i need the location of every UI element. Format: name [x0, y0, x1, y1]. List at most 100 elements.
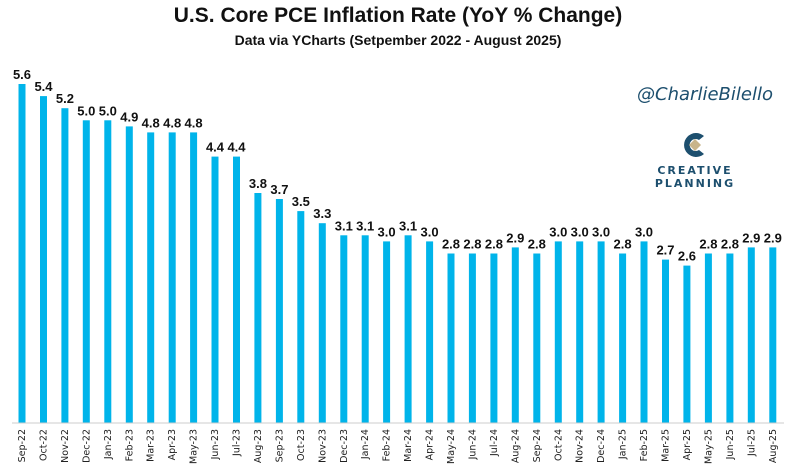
x-tick-label-Nov-24: Nov-24 — [575, 429, 586, 463]
value-label-Jul-23: 4.4 — [227, 140, 246, 155]
value-label-Dec-22: 5.0 — [77, 103, 95, 118]
x-tick-label-Oct-23: Oct-23 — [296, 429, 307, 461]
creative-planning-logo: CREATIVE PLANNING — [640, 130, 750, 190]
bar-Jun-25 — [726, 253, 734, 423]
logo-text-line1: CREATIVE — [657, 164, 733, 177]
bar-Jan-23 — [104, 120, 112, 424]
x-tick-label-Jan-25: Jan-25 — [618, 429, 629, 460]
x-tick-label-Jun-24: Jun-24 — [467, 429, 478, 460]
bar-Feb-25 — [640, 241, 648, 423]
chart-title: U.S. Core PCE Inflation Rate (YoY % Chan… — [173, 4, 623, 27]
value-label-Jul-24: 2.8 — [485, 237, 503, 252]
bar-Nov-24 — [576, 241, 584, 423]
bar-Nov-23 — [318, 223, 326, 423]
x-tick-labels-group: Sep-22 Oct-22 Nov-22 Dec-22 Jan-23 Feb-23 Mar-… — [17, 429, 779, 464]
x-tick-label-Dec-22: Dec-22 — [81, 429, 92, 463]
value-label-Aug-23: 3.8 — [249, 176, 267, 191]
bar-Jul-25 — [747, 247, 755, 423]
x-tick-label-Mar-25: Mar-25 — [661, 429, 672, 462]
bar-Dec-24 — [597, 241, 605, 423]
bar-Sep-22 — [18, 84, 26, 423]
bar-Nov-22 — [61, 108, 69, 423]
value-label-Sep-22: 5.6 — [13, 67, 31, 82]
x-tick-label-Nov-23: Nov-23 — [317, 429, 328, 463]
value-label-Jul-25: 2.9 — [742, 230, 760, 245]
x-tick-label-Oct-24: Oct-24 — [553, 429, 564, 461]
x-tick-label-Feb-23: Feb-23 — [124, 429, 135, 461]
value-labels-group: 5.65.45.25.0 5.0 4.9 4.8 4.8 4.84.4 4.43.8 3.73… — [13, 67, 782, 264]
bars-group — [18, 84, 777, 424]
value-label-Jun-25: 2.8 — [721, 237, 739, 252]
x-tick-label-Feb-24: Feb-24 — [382, 429, 393, 461]
x-tick-label-Jan-24: Jan-24 — [360, 429, 371, 460]
x-tick-label-Jul-23: Jul-23 — [232, 429, 243, 457]
value-label-May-24: 2.8 — [442, 237, 460, 252]
value-label-Dec-24: 3.0 — [592, 224, 610, 239]
x-tick-label-Apr-23: Apr-23 — [167, 429, 178, 460]
value-label-Nov-24: 3.0 — [571, 224, 589, 239]
x-tick-label-May-24: May-24 — [446, 429, 457, 464]
x-tick-label-Oct-22: Oct-22 — [38, 429, 49, 461]
bar-May-24 — [447, 253, 455, 423]
value-label-Feb-25: 3.0 — [635, 224, 653, 239]
twitter-handle: @CharlieBilello — [637, 84, 773, 105]
bar-Jul-23 — [233, 156, 240, 423]
x-tick-label-Sep-22: Sep-22 — [17, 429, 28, 462]
value-label-Mar-24: 3.1 — [399, 218, 417, 233]
bar-Jun-23 — [211, 156, 219, 423]
bar-Mar-24 — [404, 235, 412, 423]
x-tick-label-Jul-25: Jul-25 — [746, 429, 757, 457]
x-tick-label-Sep-23: Sep-23 — [274, 429, 285, 462]
value-label-Oct-22: 5.4 — [34, 79, 53, 94]
bar-Jan-25 — [619, 253, 627, 423]
x-tick-label-Feb-25: Feb-25 — [639, 429, 650, 461]
value-label-Apr-23: 4.8 — [163, 115, 181, 130]
x-tick-label-Nov-22: Nov-22 — [60, 429, 71, 463]
x-tick-label-Jul-24: Jul-24 — [489, 429, 500, 457]
value-label-Nov-23: 3.3 — [313, 206, 331, 221]
bar-Sep-24 — [533, 253, 541, 423]
bar-Oct-22 — [40, 96, 47, 423]
x-tick-label-Mar-23: Mar-23 — [146, 429, 157, 462]
x-tick-label-May-23: May-23 — [189, 429, 200, 464]
chart-subtitle: Data via YCharts (Setpember 2022 - Augus… — [234, 32, 562, 48]
value-label-Sep-23: 3.7 — [270, 182, 288, 197]
bar-Mar-23 — [147, 132, 155, 423]
creative-planning-c-icon — [684, 133, 704, 157]
value-label-Jan-24: 3.1 — [356, 218, 374, 233]
bar-Mar-25 — [662, 259, 669, 423]
bar-Apr-23 — [168, 132, 176, 423]
value-label-Oct-23: 3.5 — [292, 194, 310, 209]
bar-Aug-24 — [511, 247, 519, 423]
logo-text-line2: PLANNING — [654, 177, 736, 190]
x-tick-label-Jun-25: Jun-25 — [725, 429, 736, 460]
x-tick-label-May-25: May-25 — [703, 429, 714, 464]
bar-Jul-24 — [490, 253, 498, 423]
bar-Apr-25 — [683, 265, 691, 423]
x-tick-label-Apr-25: Apr-25 — [682, 429, 693, 460]
value-label-Aug-25: 2.9 — [764, 230, 782, 245]
bar-Jun-24 — [468, 253, 476, 423]
x-tick-label-Sep-24: Sep-24 — [532, 429, 543, 462]
bar-Oct-24 — [554, 241, 562, 423]
value-label-Oct-24: 3.0 — [549, 224, 567, 239]
value-label-May-25: 2.8 — [699, 237, 717, 252]
value-label-Dec-23: 3.1 — [335, 218, 353, 233]
bar-Dec-22 — [82, 120, 90, 424]
value-label-Mar-23: 4.8 — [142, 115, 160, 130]
value-label-Nov-22: 5.2 — [56, 91, 74, 106]
bar-Feb-23 — [125, 126, 133, 424]
x-tick-label-Jun-23: Jun-23 — [210, 429, 221, 460]
x-tick-label-Mar-24: Mar-24 — [403, 429, 414, 462]
value-label-Feb-23: 4.9 — [120, 109, 138, 124]
x-tick-label-Aug-25: Aug-25 — [768, 429, 779, 463]
x-tick-label-Apr-24: Apr-24 — [425, 429, 436, 460]
value-label-Jun-24: 2.8 — [463, 237, 481, 252]
bar-Dec-23 — [340, 235, 348, 423]
bar-Oct-23 — [297, 211, 305, 423]
bar-Aug-25 — [769, 247, 777, 423]
value-label-Jan-25: 2.8 — [614, 237, 632, 252]
x-tick-label-Aug-23: Aug-23 — [253, 429, 264, 463]
bar-May-23 — [190, 132, 198, 423]
